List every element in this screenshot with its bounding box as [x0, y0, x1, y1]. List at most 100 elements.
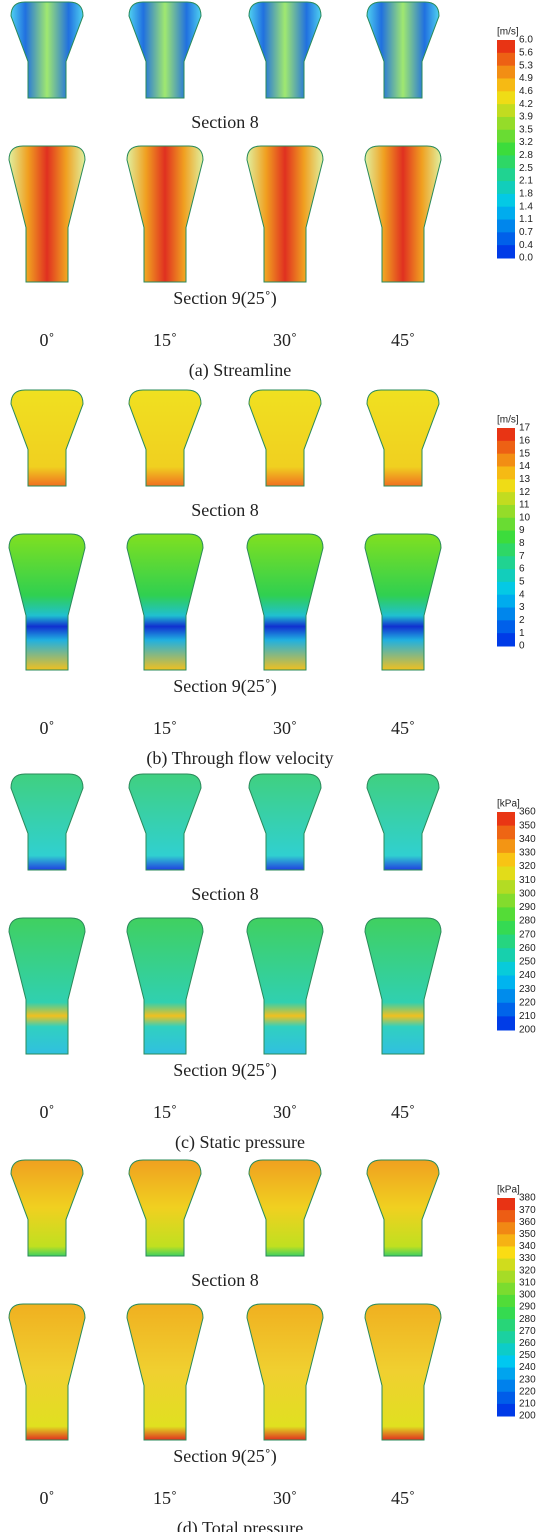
colorbar-band [497, 1343, 515, 1356]
angle-label: 30˚ [273, 1488, 297, 1508]
colorbar-tick-label: 260 [519, 1338, 536, 1349]
colorbar-band [497, 894, 515, 908]
colorbar-tick-label: 290 [519, 1302, 536, 1313]
section-label: Section 8 [191, 884, 259, 904]
colorbar-band [497, 543, 515, 556]
colorbar-tick-label: 5.6 [519, 47, 533, 58]
colorbar-tick-label: 2.8 [519, 150, 533, 161]
colorbar-tick-label: 0.7 [519, 227, 533, 238]
colorbar-tick-label: 7 [519, 551, 525, 562]
section-label: Section 9(25˚) [173, 1060, 276, 1081]
colorbar-band [497, 839, 515, 853]
colorbar-tick-label: 270 [519, 1326, 536, 1337]
colorbar-band [497, 117, 515, 130]
colorbar-tick-label: 240 [519, 970, 536, 981]
colorbar-band [497, 1259, 515, 1272]
colorbar-band [497, 479, 515, 492]
section-9-contour [247, 146, 323, 282]
section-8-contour [249, 774, 321, 870]
colorbar-tick-label: 250 [519, 1350, 536, 1361]
section-9-contour [127, 146, 203, 282]
colorbar-band [497, 1392, 515, 1405]
colorbar-tick-label: 0 [519, 641, 525, 652]
colorbar-tick-label: 8 [519, 538, 525, 549]
colorbar-tick-label: 310 [519, 1277, 536, 1288]
colorbar-band [497, 962, 515, 976]
figure: Section 8Section 9(25˚)0˚15˚30˚45˚(a) St… [0, 0, 547, 1532]
colorbar-tick-label: 350 [519, 820, 536, 831]
colorbar-tick-label: 300 [519, 1290, 536, 1301]
angle-label: 15˚ [153, 718, 177, 738]
colorbar-band [497, 595, 515, 608]
section-label: Section 9(25˚) [173, 288, 276, 309]
angle-label: 0˚ [40, 718, 55, 738]
colorbar-tick-label: 320 [519, 1265, 536, 1276]
colorbar-tick-label: 320 [519, 861, 536, 872]
colorbar-band [497, 1283, 515, 1296]
colorbar-tick-label: 3 [519, 602, 525, 613]
colorbar-tick-label: 340 [519, 1241, 536, 1252]
colorbar-band [497, 582, 515, 595]
colorbar-band [497, 812, 515, 826]
colorbar-tick-label: 4.6 [519, 86, 533, 97]
colorbar-band [497, 620, 515, 633]
section-label: Section 9(25˚) [173, 676, 276, 697]
section-8-contour [11, 2, 83, 98]
colorbar-band [497, 853, 515, 867]
colorbar-tick-label: 360 [519, 1217, 536, 1228]
colorbar-band [497, 826, 515, 840]
colorbar-band [497, 1003, 515, 1017]
colorbar-tick-label: 250 [519, 957, 536, 968]
colorbar-band [497, 1368, 515, 1381]
colorbar-band [497, 454, 515, 467]
colorbar-band [497, 1222, 515, 1235]
colorbar-tick-label: 360 [519, 807, 536, 818]
panel-caption: (a) Streamline [189, 360, 291, 381]
section-label: Section 8 [191, 1270, 259, 1290]
section-8-contour [367, 390, 439, 486]
colorbar-band [497, 220, 515, 233]
angle-label: 15˚ [153, 330, 177, 350]
colorbar-unit: [kPa] [497, 799, 520, 810]
colorbar-band [497, 232, 515, 245]
colorbar-tick-label: 330 [519, 848, 536, 859]
colorbar-band [497, 194, 515, 207]
colorbar-band [497, 40, 515, 53]
angle-label: 45˚ [391, 330, 415, 350]
colorbar-tick-label: 330 [519, 1253, 536, 1264]
angle-label: 0˚ [40, 1488, 55, 1508]
section-9-contour [365, 918, 441, 1054]
colorbar-band [497, 78, 515, 91]
section-8-contour [249, 1160, 321, 1256]
section-9-contour [9, 534, 85, 670]
section-9-contour [247, 918, 323, 1054]
colorbar-band [497, 1234, 515, 1247]
angle-label: 15˚ [153, 1102, 177, 1122]
colorbar-tick-label: 5.3 [519, 60, 533, 71]
angle-label: 30˚ [273, 718, 297, 738]
colorbar-band [497, 1210, 515, 1223]
section-8-contour [367, 2, 439, 98]
colorbar-tick-label: 200 [519, 1411, 536, 1422]
colorbar-band [497, 104, 515, 117]
colorbar-band [497, 66, 515, 79]
colorbar-tick-label: 220 [519, 1386, 536, 1397]
section-label: Section 8 [191, 500, 259, 520]
section-9-contour [365, 1304, 441, 1440]
colorbar-band [497, 466, 515, 479]
colorbar-tick-label: 280 [519, 1314, 536, 1325]
colorbar-unit: [kPa] [497, 1185, 520, 1196]
colorbar-tick-label: 2 [519, 615, 525, 626]
colorbar-band [497, 91, 515, 104]
section-8-contour [11, 774, 83, 870]
colorbar-band [497, 1404, 515, 1417]
section-9-contour [247, 1304, 323, 1440]
section-8-contour [367, 1160, 439, 1256]
colorbar-tick-label: 370 [519, 1205, 536, 1216]
angle-label: 45˚ [391, 1102, 415, 1122]
colorbar-tick-label: 1.8 [519, 189, 533, 200]
colorbar-band [497, 181, 515, 194]
section-8-contour [249, 2, 321, 98]
section-8-contour [367, 774, 439, 870]
section-9-contour [9, 146, 85, 282]
